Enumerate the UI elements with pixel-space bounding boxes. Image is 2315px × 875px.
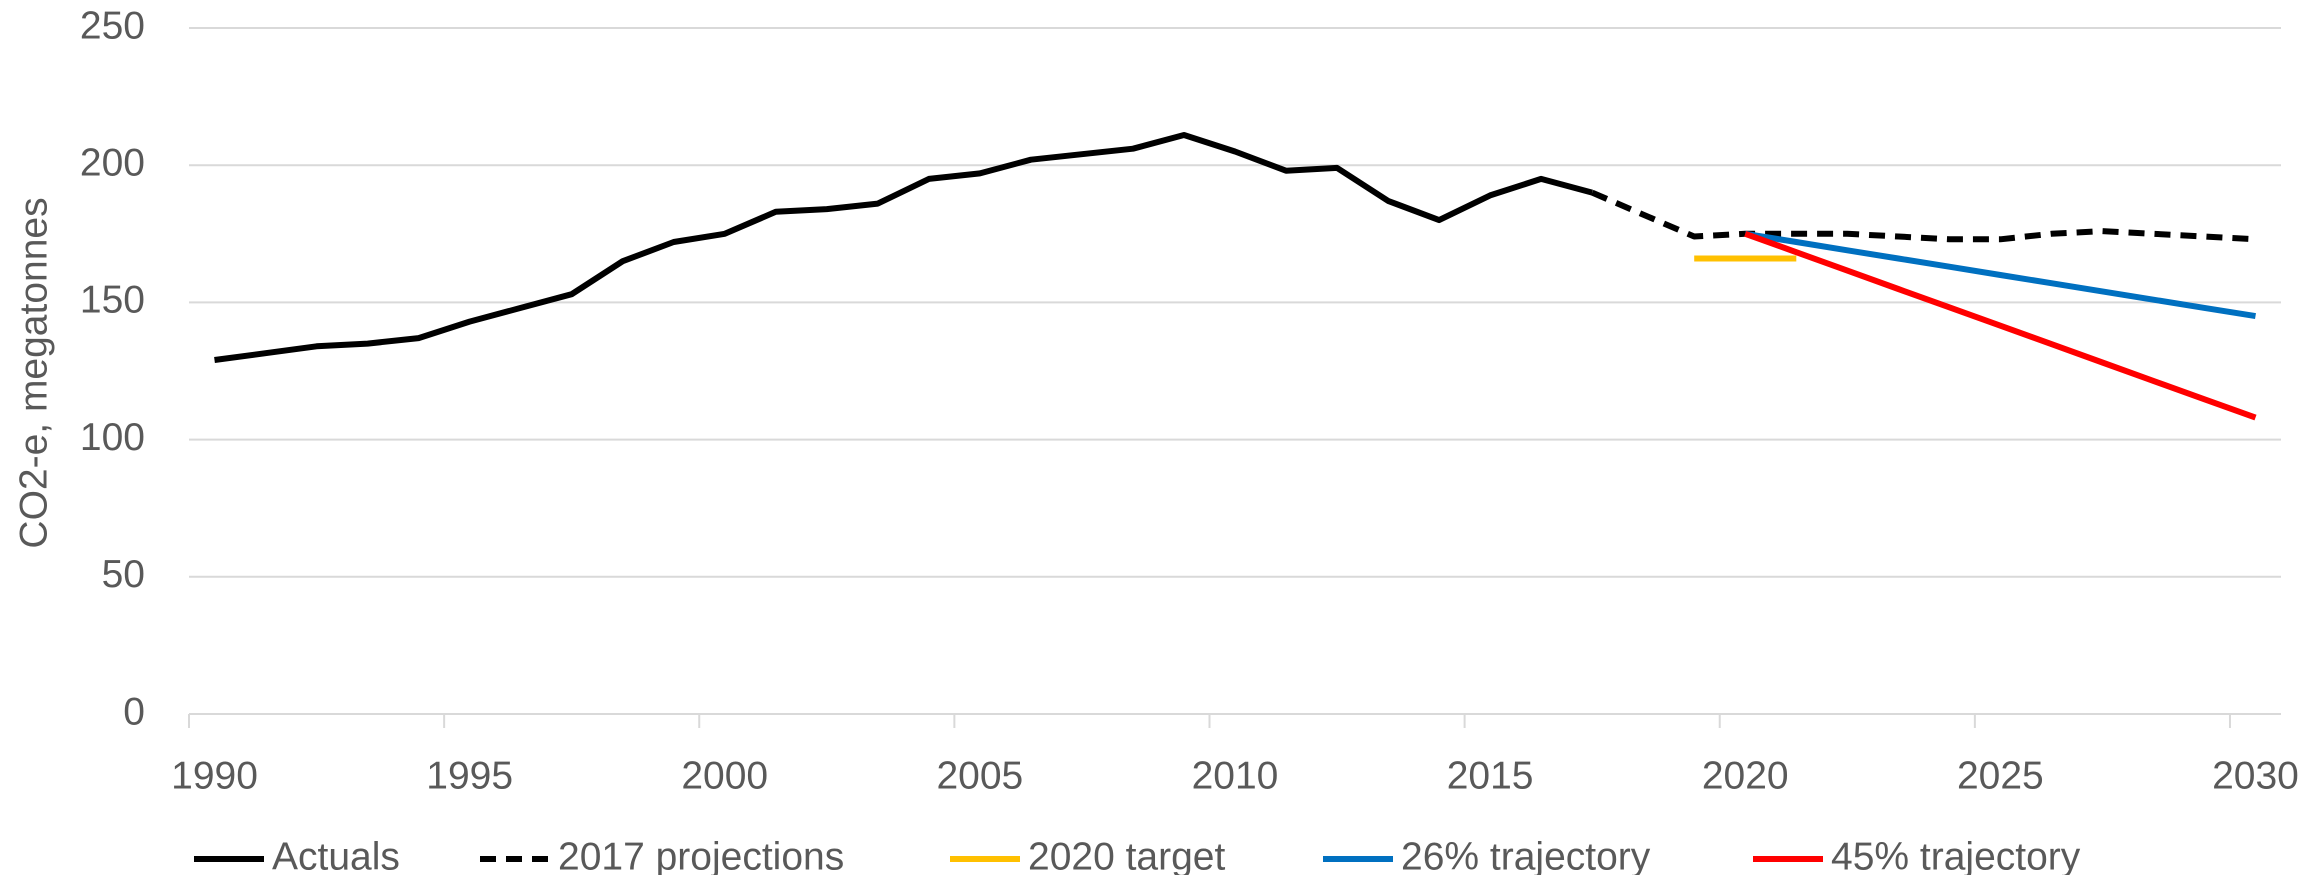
- y-tick-label: 150: [80, 279, 145, 322]
- y-tick-label: 250: [80, 4, 145, 47]
- x-tick-label: 2015: [1447, 754, 1534, 797]
- y-axis-label: CO2-e, megatonnes: [12, 197, 55, 548]
- x-tick-label: 1995: [426, 754, 513, 797]
- series-line: [1744, 230, 2257, 421]
- series-line: [214, 132, 1593, 363]
- x-tick-label: 2000: [681, 754, 768, 797]
- x-tick-label: 2005: [936, 754, 1023, 797]
- legend-label: 2020 target: [1028, 835, 1225, 875]
- x-tick-label: 2025: [1957, 754, 2044, 797]
- x-tick-label: 2020: [1702, 754, 1789, 797]
- y-tick-label: 200: [80, 141, 145, 184]
- legend-label: Actuals: [272, 835, 400, 875]
- x-tick-label: 2030: [2212, 754, 2299, 797]
- x-tick-label: 1990: [171, 754, 258, 797]
- y-tick-label: 50: [102, 553, 145, 596]
- legend-label: 2017 projections: [558, 835, 844, 875]
- x-tick-label: 2010: [1192, 754, 1279, 797]
- y-tick-label: 100: [80, 416, 145, 459]
- series-line: [1744, 230, 2256, 320]
- series-line: [1591, 189, 2256, 243]
- y-tick-label: 0: [123, 690, 145, 733]
- legend-label: 26% trajectory: [1401, 835, 1651, 875]
- legend-label: 45% trajectory: [1831, 835, 2081, 875]
